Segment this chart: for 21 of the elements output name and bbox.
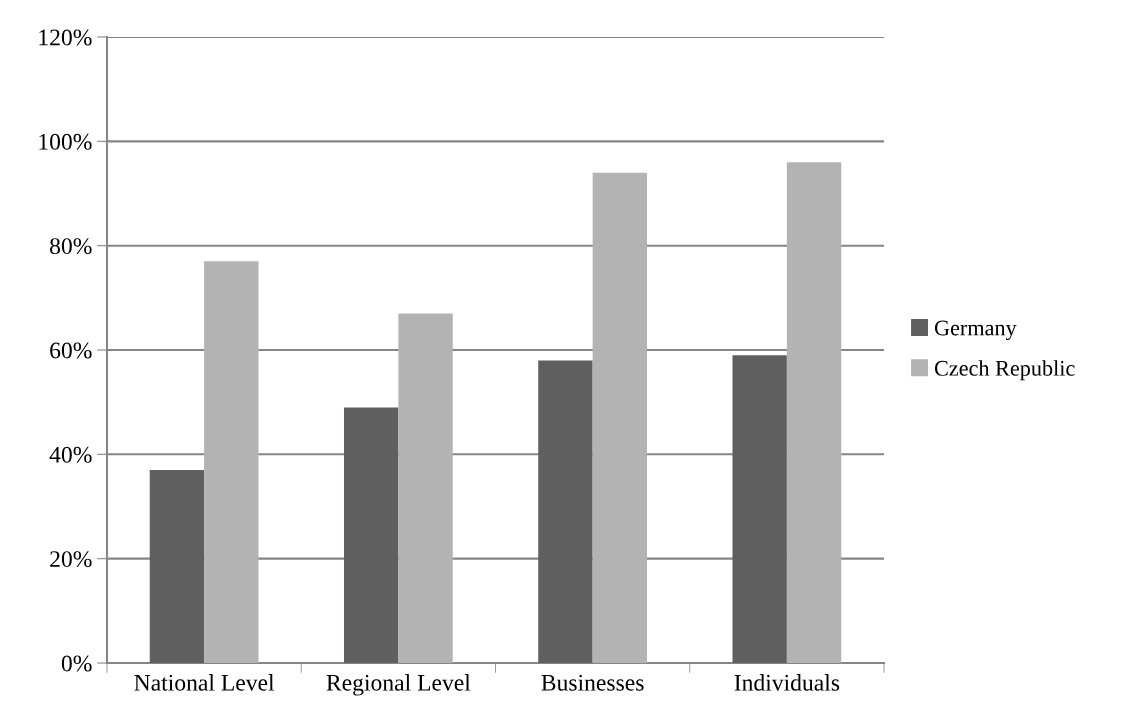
legend-label: Germany — [934, 320, 1017, 341]
y-tick-label: 20% — [50, 551, 92, 568]
y-tick-label: 0% — [61, 655, 92, 672]
y-tick-label: 80% — [50, 238, 92, 255]
bar — [398, 313, 453, 663]
y-tick-label: 60% — [50, 342, 92, 359]
bar — [343, 407, 399, 663]
y-tick-label: 120% — [39, 29, 92, 46]
bar — [732, 355, 787, 663]
x-tick-label: Individuals — [734, 674, 840, 691]
y-tick-label: 100% — [39, 133, 92, 150]
bar — [204, 261, 259, 663]
legend-label: Czech Republic — [934, 360, 1075, 381]
bar — [592, 172, 648, 663]
bar — [538, 360, 593, 663]
bar — [149, 469, 205, 663]
y-tick-label: 40% — [49, 446, 92, 463]
bar — [786, 162, 842, 663]
x-tick-label: Regional Level — [326, 674, 471, 696]
x-tick-label: National Level — [134, 674, 275, 691]
x-tick-label: Businesses — [541, 674, 644, 691]
